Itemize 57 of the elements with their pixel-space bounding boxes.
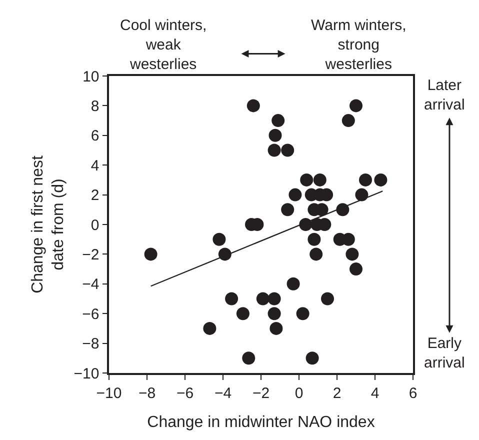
y-tick-label: 4 [90,157,100,174]
y-tick-label: 2 [90,187,100,204]
y-tick-label: −2 [82,246,100,264]
point [281,203,294,216]
point [355,188,368,202]
point [268,144,281,157]
point [144,248,158,261]
point [288,188,302,202]
point [296,307,310,320]
point [270,322,283,335]
point [242,352,256,365]
y-tick-label: −4 [82,276,100,294]
text: Warm winters, strong westerlies [311,17,406,73]
point [268,307,281,320]
x-tick-label: 0 [294,384,304,402]
point [374,173,388,186]
x-axis-title: Change in midwinter NAO index [147,414,375,431]
x-tick-label: −2 [252,384,270,402]
text: Cool winters, weak westerlies [120,17,207,73]
point [212,232,226,246]
text: Later arrival [424,77,465,114]
point [268,128,282,142]
y-tick-label: −10 [74,365,100,382]
y-tick-label: 6 [90,128,100,145]
point [281,144,294,157]
point [300,173,314,186]
y-tick-label: −6 [82,306,100,323]
x-tick-label: 4 [370,384,380,402]
point [256,292,270,306]
y-tick-label: 10 [82,68,100,86]
point [268,292,281,306]
point [203,322,216,335]
y-tick-label: −8 [82,336,100,353]
text: Early arrival [424,335,465,372]
point [346,248,359,261]
point [225,292,238,306]
point [350,262,362,276]
point [246,99,260,112]
point [342,114,355,128]
x-tick-label: 6 [408,384,418,402]
point [310,248,323,261]
x-tick-label: 2 [332,384,342,402]
point [359,173,372,186]
point [321,292,334,306]
x-tick-label: −8 [138,384,156,402]
point [306,352,319,365]
point [236,307,250,320]
point [308,232,321,246]
y-axis-title: Change in first nest date from (d) [29,155,68,294]
y-tick-label: 8 [90,98,100,115]
x-tick-label: −4 [214,384,232,402]
point [313,173,326,186]
x-tick-label: −6 [176,384,194,402]
y-tick-label: 0 [90,216,100,234]
point [350,99,362,112]
point [286,277,300,290]
point [272,114,285,128]
